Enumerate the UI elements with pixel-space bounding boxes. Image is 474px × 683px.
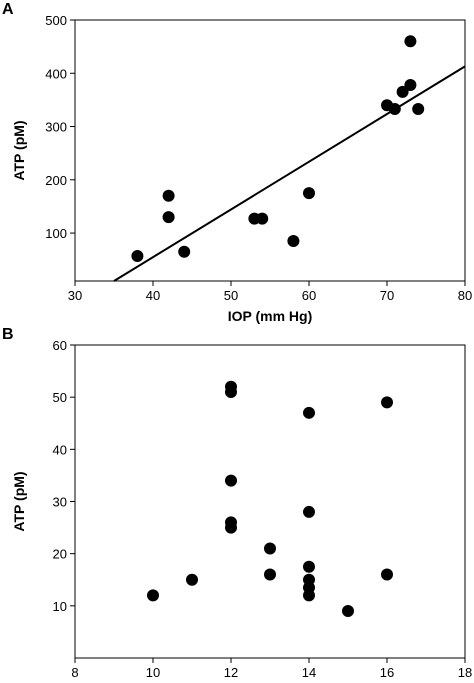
- data-point: [404, 78, 417, 91]
- y-tick-label: 20: [53, 547, 67, 562]
- data-point: [162, 211, 175, 224]
- data-point: [381, 396, 393, 409]
- panel-label: B: [2, 326, 14, 343]
- data-point: [287, 235, 300, 248]
- x-tick-label: 80: [458, 288, 472, 303]
- x-tick-label: 14: [302, 665, 316, 680]
- data-point: [303, 560, 315, 573]
- y-tick-label: 40: [53, 442, 67, 457]
- x-tick-label: 18: [458, 665, 472, 680]
- y-tick-label: 500: [45, 13, 67, 28]
- x-tick-label: 60: [302, 288, 316, 303]
- data-point: [264, 542, 276, 555]
- data-point: [225, 474, 237, 487]
- data-point: [225, 385, 237, 398]
- fit-line: [113, 65, 466, 282]
- data-point: [303, 505, 315, 518]
- data-point: [162, 189, 175, 202]
- y-tick-label: 10: [53, 599, 67, 614]
- data-point: [404, 35, 417, 48]
- plot-frame: [74, 19, 466, 282]
- x-tick-label: 8: [71, 665, 78, 680]
- x-tick-label: 16: [380, 665, 394, 680]
- data-point: [178, 245, 191, 258]
- data-point: [186, 573, 198, 586]
- data-point: [412, 102, 425, 115]
- data-point: [342, 605, 354, 618]
- x-tick-label: 70: [380, 288, 394, 303]
- data-point: [256, 212, 269, 225]
- x-tick-label: 50: [224, 288, 238, 303]
- data-point: [381, 568, 393, 581]
- y-tick-label: 50: [53, 390, 67, 405]
- data-point: [303, 187, 315, 200]
- data-point: [388, 102, 401, 115]
- y-tick-label: 60: [53, 338, 67, 353]
- y-tick-label: 300: [45, 120, 67, 135]
- plot-frame: [74, 344, 466, 659]
- y-tick-label: 30: [53, 495, 67, 510]
- data-point: [225, 521, 237, 534]
- data-point: [396, 85, 409, 98]
- panel-label: A: [2, 1, 14, 18]
- y-tick-label: 100: [45, 226, 67, 241]
- y-axis-label: ATP (pM): [11, 120, 27, 180]
- x-tick-label: 12: [224, 665, 238, 680]
- x-tick-label: 30: [68, 288, 82, 303]
- data-point: [131, 249, 144, 262]
- x-tick-label: 10: [146, 665, 160, 680]
- data-point: [147, 589, 159, 602]
- x-axis-label: IOP (mm Hg): [228, 308, 313, 324]
- x-tick-label: 40: [146, 288, 160, 303]
- y-tick-label: 200: [45, 173, 67, 188]
- data-point: [303, 406, 315, 419]
- y-tick-label: 400: [45, 66, 67, 81]
- y-axis-label: ATP (pM): [11, 471, 27, 531]
- data-point: [303, 589, 315, 602]
- data-point: [264, 568, 276, 581]
